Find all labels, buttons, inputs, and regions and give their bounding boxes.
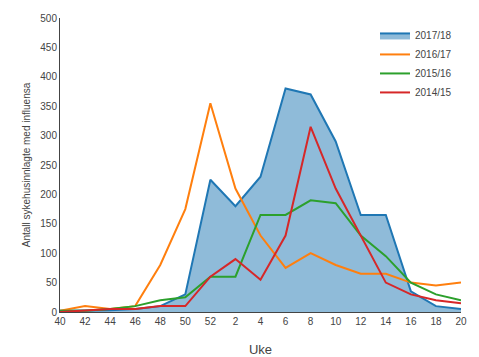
svg-text:14: 14 — [380, 316, 392, 327]
svg-text:0: 0 — [51, 307, 57, 318]
svg-text:44: 44 — [105, 316, 117, 327]
svg-text:150: 150 — [40, 218, 57, 229]
svg-text:2017/18: 2017/18 — [415, 30, 452, 41]
svg-text:2016/17: 2016/17 — [415, 49, 452, 60]
svg-text:300: 300 — [40, 130, 57, 141]
svg-text:500: 500 — [40, 13, 57, 24]
svg-text:8: 8 — [308, 316, 314, 327]
svg-text:450: 450 — [40, 42, 57, 53]
svg-text:20: 20 — [455, 316, 467, 327]
svg-text:48: 48 — [155, 316, 167, 327]
svg-text:40: 40 — [54, 316, 66, 327]
svg-text:100: 100 — [40, 248, 57, 259]
svg-text:46: 46 — [130, 316, 142, 327]
svg-text:2015/16: 2015/16 — [415, 68, 452, 79]
svg-text:2: 2 — [233, 316, 239, 327]
svg-text:2014/15: 2014/15 — [415, 87, 452, 98]
svg-text:200: 200 — [40, 189, 57, 200]
svg-text:6: 6 — [283, 316, 289, 327]
svg-text:52: 52 — [205, 316, 217, 327]
svg-text:350: 350 — [40, 101, 57, 112]
svg-text:250: 250 — [40, 160, 57, 171]
svg-text:Antall sykehusinnlagte med inf: Antall sykehusinnlagte med influensa — [21, 82, 32, 247]
svg-text:18: 18 — [430, 316, 442, 327]
svg-text:12: 12 — [355, 316, 367, 327]
svg-text:50: 50 — [46, 277, 58, 288]
svg-text:4: 4 — [258, 316, 264, 327]
svg-text:400: 400 — [40, 71, 57, 82]
svg-text:10: 10 — [330, 316, 342, 327]
svg-text:16: 16 — [405, 316, 417, 327]
svg-text:42: 42 — [79, 316, 91, 327]
svg-text:Uke: Uke — [249, 342, 272, 357]
svg-text:50: 50 — [180, 316, 192, 327]
